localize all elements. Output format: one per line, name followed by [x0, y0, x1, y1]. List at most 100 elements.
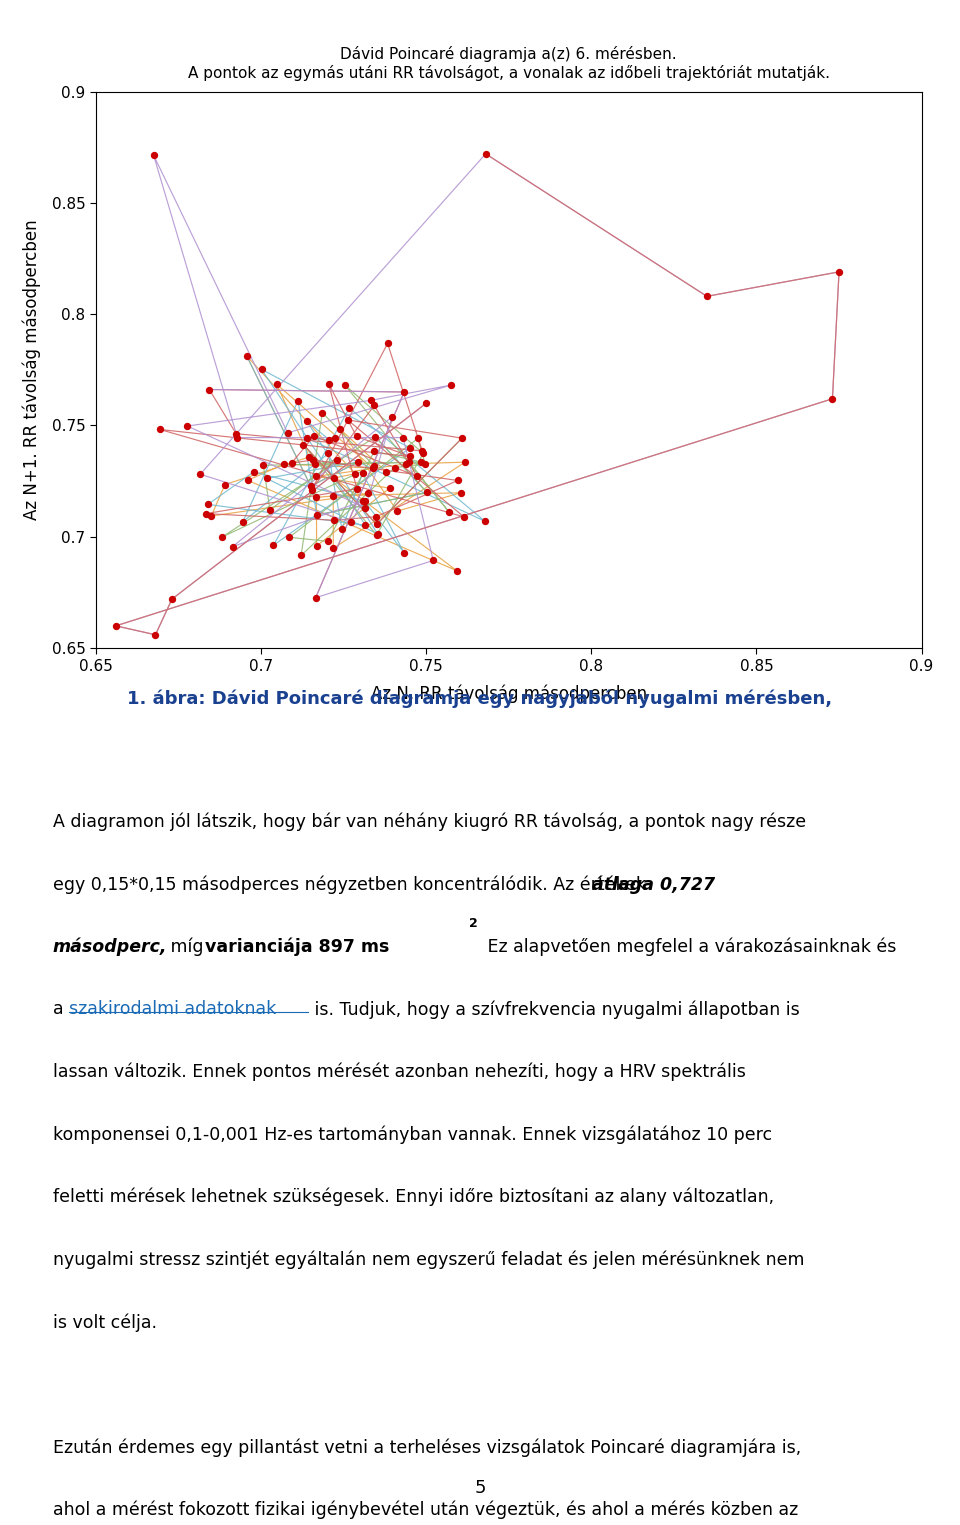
Point	[309, 534, 324, 558]
Text: is. Tudjuk, hogy a szívfrekvencia nyugalmi állapotban is: is. Tudjuk, hogy a szívfrekvencia nyugal…	[309, 1000, 800, 1019]
Point	[308, 453, 324, 477]
Text: Ez alapvetően megfelel a várakozásainknak és: Ez alapvetően megfelel a várakozásainkna…	[482, 938, 897, 956]
Point	[699, 284, 714, 308]
Point	[299, 409, 314, 433]
Point	[296, 432, 311, 456]
Point	[276, 451, 292, 476]
Point	[398, 451, 414, 476]
Point	[478, 142, 493, 166]
Point	[246, 459, 261, 483]
Point	[369, 512, 384, 537]
Point	[369, 505, 384, 529]
Point	[269, 372, 284, 396]
Point	[358, 512, 373, 537]
Point	[402, 444, 418, 468]
Point	[198, 502, 213, 526]
Text: komponensei 0,1-0,001 Hz-es tartományban vannak. Ennek vizsgálatához 10 perc: komponensei 0,1-0,001 Hz-es tartományban…	[53, 1125, 772, 1144]
Point	[308, 464, 324, 488]
Point	[193, 462, 208, 486]
X-axis label: Az N. RR távolság másodpercben: Az N. RR távolság másodpercben	[371, 685, 647, 703]
Point	[442, 500, 457, 525]
Point	[363, 389, 378, 413]
Point	[477, 509, 492, 534]
Point	[309, 503, 324, 528]
Point	[416, 441, 431, 465]
Point	[228, 421, 244, 445]
Point	[201, 493, 216, 517]
Point	[146, 143, 161, 168]
Point	[419, 390, 434, 415]
Y-axis label: Az N+1. RR távolság másodpercben: Az N+1. RR távolság másodpercben	[22, 220, 40, 520]
Point	[358, 496, 373, 520]
Point	[214, 525, 229, 549]
Point	[326, 465, 342, 490]
Text: átlaga 0,727: átlaga 0,727	[592, 875, 715, 894]
Point	[153, 418, 168, 442]
Point	[320, 529, 335, 554]
Point	[418, 451, 433, 476]
Point	[357, 490, 372, 514]
Point	[410, 425, 425, 450]
Point	[355, 461, 371, 485]
Text: lassan változik. Ennek pontos mérését azonban nehezíti, hogy a HRV spektrális: lassan változik. Ennek pontos mérését az…	[53, 1063, 746, 1081]
Text: A diagramon jól látszik, hogy bár van néhány kiugró RR távolság, a pontok nagy r: A diagramon jól látszik, hogy bár van né…	[53, 813, 806, 831]
Point	[367, 393, 382, 418]
Point	[366, 456, 381, 480]
Text: is volt célja.: is volt célja.	[53, 1313, 156, 1331]
Point	[831, 259, 847, 284]
Point	[329, 447, 345, 471]
Point	[303, 474, 319, 499]
Point	[284, 451, 300, 476]
Point	[304, 477, 320, 502]
Point	[454, 425, 469, 450]
Point	[355, 490, 371, 514]
Point	[290, 389, 305, 413]
Point	[367, 439, 382, 464]
Point	[401, 450, 417, 474]
Text: ahol a mérést fokozott fizikai igénybevétel után végeztük, és ahol a mérés közbe: ahol a mérést fokozott fizikai igénybevé…	[53, 1501, 798, 1519]
Point	[202, 377, 217, 401]
Point	[368, 424, 383, 448]
Point	[326, 508, 342, 532]
Point	[337, 374, 352, 398]
Point	[315, 401, 330, 425]
Point	[387, 456, 402, 480]
Point	[259, 467, 275, 491]
Point	[348, 462, 363, 486]
Point	[350, 450, 366, 474]
Point	[414, 450, 429, 474]
Point	[396, 380, 412, 404]
Point	[380, 331, 396, 355]
Text: nyugalmi stressz szintjét egyáltalán nem egyszerű feladat és jelen mérésünknek n: nyugalmi stressz szintjét egyáltalán nem…	[53, 1250, 804, 1269]
Point	[204, 503, 219, 528]
Point	[255, 453, 271, 477]
Point	[415, 439, 430, 464]
Text: egy 0,15*0,15 másodperces négyzetben koncentrálódik. Az értékek: egy 0,15*0,15 másodperces négyzetben kon…	[53, 875, 651, 894]
Text: 2: 2	[469, 917, 478, 930]
Point	[229, 425, 245, 450]
Point	[326, 425, 342, 450]
Point	[384, 404, 399, 429]
Point	[457, 450, 472, 474]
Point	[325, 537, 341, 561]
Text: szakirodalmi adatoknak: szakirodalmi adatoknak	[69, 1000, 276, 1019]
Point	[449, 558, 465, 583]
Point	[382, 476, 397, 500]
Point	[453, 480, 468, 505]
Point	[369, 523, 384, 547]
Text: 1. ábra: Dávid Poincaré diagramja egy nagyjából nyugalmi mérésben,: 1. ábra: Dávid Poincaré diagramja egy na…	[128, 689, 832, 708]
Point	[348, 424, 364, 448]
Point	[240, 468, 255, 493]
Point	[342, 396, 357, 421]
Point	[325, 483, 341, 508]
Point	[308, 586, 324, 610]
Text: 5: 5	[474, 1479, 486, 1498]
Point	[305, 448, 321, 473]
Point	[299, 425, 314, 450]
Point	[370, 522, 385, 546]
Point	[108, 613, 124, 637]
Point	[334, 517, 349, 541]
Title: Dávid Poincaré diagramja a(z) 6. mérésben.
A pontok az egymás utáni RR távolságo: Dávid Poincaré diagramja a(z) 6. mérésbe…	[188, 46, 829, 81]
Point	[378, 459, 394, 483]
Point	[262, 497, 277, 522]
